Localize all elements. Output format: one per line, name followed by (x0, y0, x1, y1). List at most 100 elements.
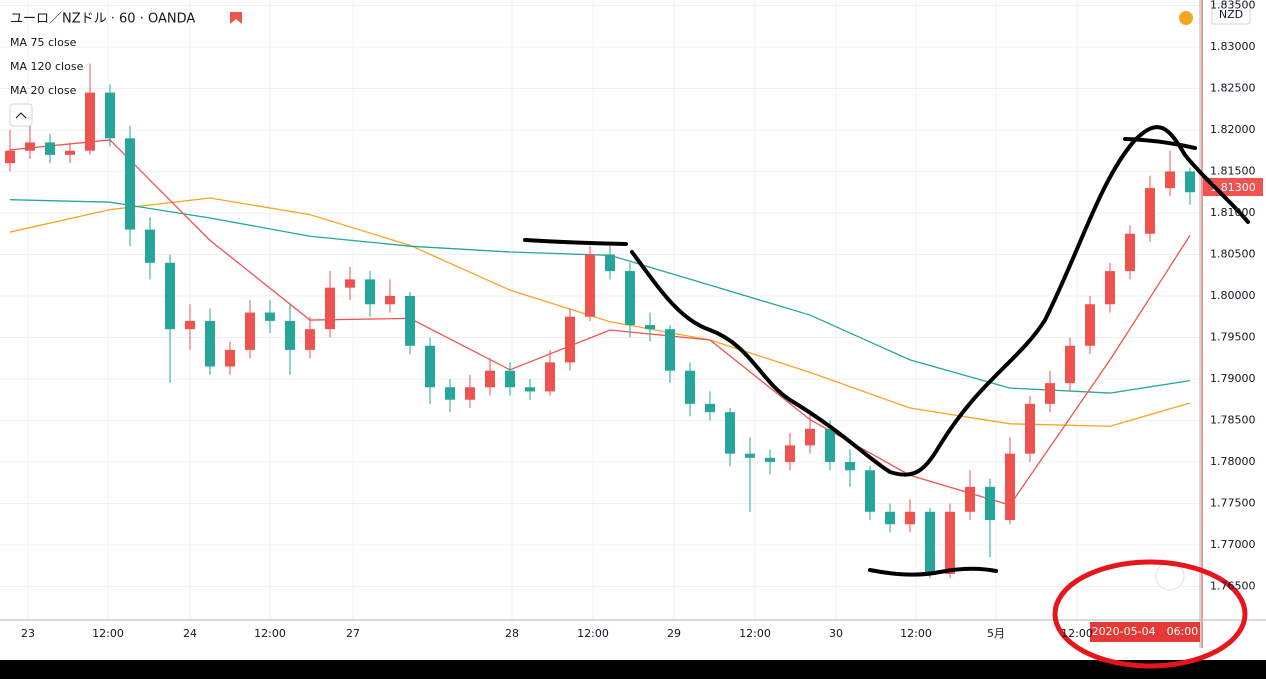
candle-body (965, 486, 975, 512)
alert-icon[interactable] (1179, 11, 1193, 25)
y-tick-label: 1.78000 (1210, 455, 1256, 468)
candle-body (905, 511, 915, 525)
candle-body (225, 349, 235, 367)
candle-body (665, 329, 675, 371)
candle-body (45, 142, 55, 155)
y-tick-label: 1.77000 (1210, 538, 1256, 551)
candle-body (125, 138, 135, 230)
currency-box[interactable] (1211, 3, 1251, 25)
taskbar (0, 660, 1266, 679)
legend-entry: MA 75 close (10, 36, 77, 49)
x-tick-label: 29 (667, 627, 681, 640)
highlight-circle (1052, 559, 1248, 669)
x-tick-label: 5月 (987, 627, 1005, 640)
candle-body (1105, 271, 1115, 305)
candle-body (25, 142, 35, 151)
crosshair-tag (1090, 622, 1200, 642)
candle-body (425, 345, 435, 388)
candle-body (405, 295, 415, 346)
crosshair-tag-label: 2020-05-04 06:00 (1092, 625, 1199, 638)
legend-entry: MA 120 close (10, 60, 84, 73)
symbol-title: ユーロ／NZドル · 60 · OANDA (10, 12, 195, 27)
x-tick-label: 12:00 (900, 627, 932, 640)
y-tick-label: 1.81500 (1210, 164, 1256, 177)
candle-body (325, 287, 335, 330)
candle-body (705, 403, 715, 413)
candle-body (765, 457, 775, 462)
candle-body (865, 470, 875, 512)
candle-body (725, 412, 735, 454)
y-tick-label: 1.82500 (1210, 81, 1256, 94)
candle-body (1005, 453, 1015, 521)
x-tick-label: 27 (346, 627, 360, 640)
candle-body (1125, 233, 1135, 272)
candle-body (585, 254, 595, 317)
candle-body (745, 453, 755, 458)
candle-body (945, 511, 955, 575)
y-tick-label: 1.80000 (1210, 289, 1256, 302)
y-tick-label: 1.77500 (1210, 496, 1256, 509)
candle-body (1045, 383, 1055, 404)
candle-body (465, 387, 475, 400)
candle-body (1025, 403, 1035, 454)
candle-body (625, 271, 635, 326)
x-tick-label: 12:00 (739, 627, 771, 640)
x-tick-label: 30 (829, 627, 843, 640)
moving-average (9, 197, 1191, 427)
candle-body (165, 262, 175, 330)
y-tick-label: 1.80500 (1210, 247, 1256, 260)
y-tick-label: 1.81000 (1210, 206, 1256, 219)
candle-body (1145, 188, 1155, 234)
candle-body (505, 370, 515, 388)
candle-body (285, 320, 295, 350)
x-tick-label: 28 (505, 627, 519, 640)
y-tick-label: 1.83500 (1210, 0, 1256, 11)
candle-body (265, 312, 275, 321)
flag-icon (230, 12, 242, 24)
candle-body (825, 428, 835, 462)
candle-body (645, 325, 655, 330)
y-tick-label: 1.82000 (1210, 123, 1256, 136)
price-tag-label: 1.81300 (1210, 181, 1256, 194)
candle-body (305, 329, 315, 350)
candle-body (1085, 304, 1095, 346)
candle-body (785, 445, 795, 462)
candle-body (1165, 171, 1175, 189)
candle-body (365, 279, 375, 305)
x-tick-label: 12:00 (1061, 627, 1093, 640)
candle-body (805, 428, 815, 446)
currency: NZD (1219, 8, 1243, 21)
candle-body (925, 511, 935, 575)
candle-body (5, 150, 15, 164)
candle-body (85, 92, 95, 151)
candle-body (525, 387, 535, 392)
candle-body (565, 316, 575, 363)
candle-body (145, 229, 155, 263)
y-tick-label: 1.79500 (1210, 330, 1256, 343)
y-tick-label: 1.76500 (1210, 579, 1256, 592)
x-tick-label: 23 (21, 627, 35, 640)
legend-entry: MA 20 close (10, 84, 77, 97)
candle-body (185, 320, 195, 330)
collapse-button[interactable] (9, 103, 33, 127)
candle-body (545, 362, 555, 392)
candle-body (885, 511, 895, 525)
candle-body (105, 92, 115, 139)
candle-body (845, 461, 855, 471)
candle-body (345, 279, 355, 288)
hand-drawing (523, 125, 1250, 577)
candle-body (605, 254, 615, 272)
y-tick-label: 1.79000 (1210, 372, 1256, 385)
candle-body (385, 295, 395, 305)
candle-body (685, 370, 695, 404)
candle-body (445, 387, 455, 400)
y-tick-label: 1.78500 (1210, 413, 1256, 426)
candle-body (65, 150, 75, 155)
collapse-icon (15, 112, 27, 119)
x-tick-label: 12:00 (254, 627, 286, 640)
plot (5, 63, 1195, 579)
x-tick-label: 12:00 (92, 627, 124, 640)
x-tick-label: 12:00 (577, 627, 609, 640)
